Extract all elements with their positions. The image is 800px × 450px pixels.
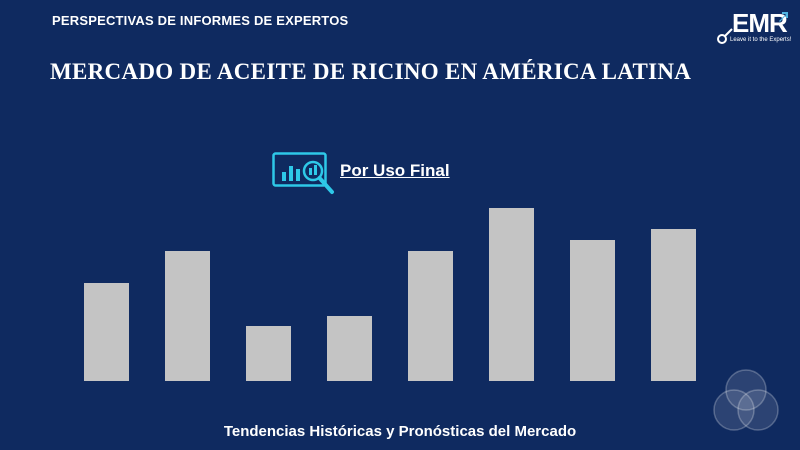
logo-text: EMR [732, 8, 788, 38]
logo-tagline: Leave it to the Experts! [730, 37, 792, 43]
arrow-up-right-icon [779, 12, 788, 22]
bar-2 [165, 251, 210, 381]
bar-1 [84, 283, 129, 381]
bar-5 [408, 251, 453, 381]
bar-3 [246, 326, 291, 381]
venn-circles-icon [713, 369, 779, 431]
key-icon [717, 28, 733, 44]
segment-label[interactable]: Por Uso Final [340, 161, 450, 180]
bar-6 [489, 208, 534, 381]
footer-label: Tendencias Históricas y Pronósticas del … [223, 423, 577, 440]
bar-4 [327, 316, 372, 381]
bar-7 [570, 240, 615, 381]
emr-logo[interactable]: EMR Leave it to the Experts! [716, 8, 792, 48]
header-label: PERSPECTIVAS DE INFORMES DE EXPERTOS [52, 13, 349, 28]
bar-8 [651, 229, 696, 381]
chart-magnifier-icon [272, 152, 334, 194]
page-title: MERCADO DE ACEITE DE RICINO EN AMÉRICA L… [50, 59, 692, 84]
